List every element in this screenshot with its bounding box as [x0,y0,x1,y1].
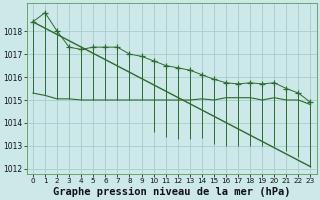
X-axis label: Graphe pression niveau de la mer (hPa): Graphe pression niveau de la mer (hPa) [53,186,291,197]
